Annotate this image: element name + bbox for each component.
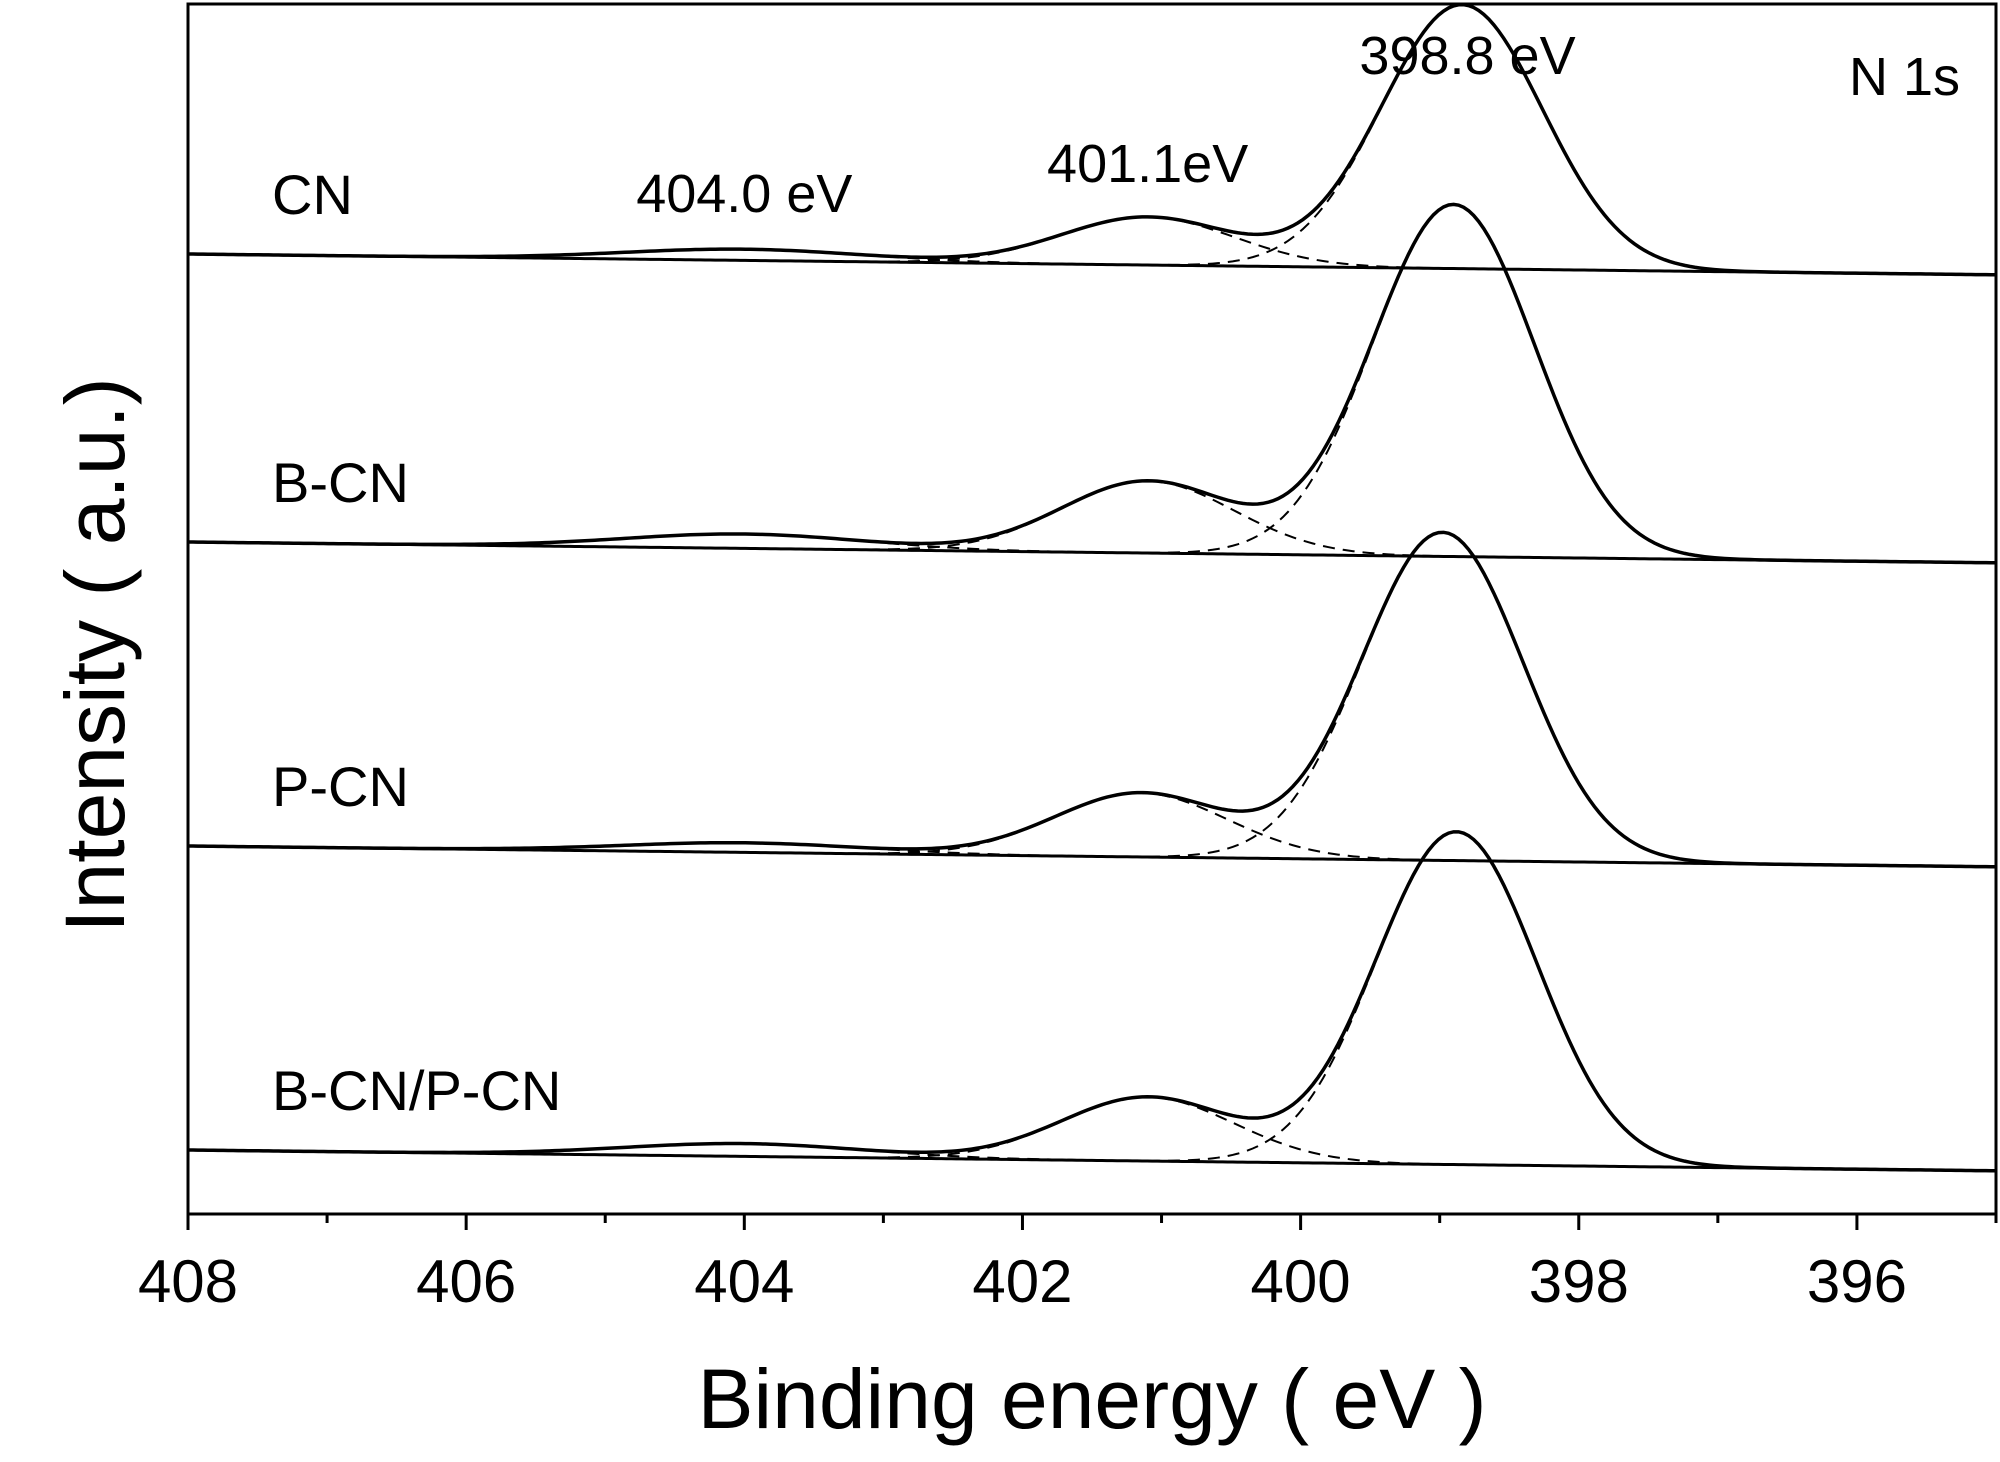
series-label: B-CN/P-CN [272,1059,561,1122]
plot-frame [186,2,1998,1216]
fit-component-line [187,531,1997,868]
x-tick-label: 396 [1807,1248,1907,1315]
annotation-layer: 404.0 eV 401.1eV 398.8 eV [636,26,1575,224]
x-tick-label: 408 [138,1248,238,1315]
x-tick-label: 398 [1529,1248,1629,1315]
y-axis-title: Intensity ( a.u.) [48,377,142,933]
peak-label: 401.1eV [1047,134,1248,194]
series-b-cn: B-CN [187,202,1997,565]
x-tick-label: 402 [972,1248,1072,1315]
x-tick-label: 400 [1251,1248,1351,1315]
x-axis-title: Binding energy ( eV ) [697,1352,1486,1446]
x-axis-ticks: 408 406 404 402 400 398 396 [138,1214,1998,1315]
x-tick-label: 404 [694,1248,794,1315]
spectrum-envelope-line [187,830,1997,1173]
series-label: CN [272,163,353,226]
corner-label: N 1s [1849,47,1960,107]
spectra-layer: CN B-CN P-CN B-CN/P-CN [187,2,1997,1173]
series-p-cn: P-CN [187,530,1997,869]
series-b-cn-p-cn: B-CN/P-CN [187,830,1997,1173]
peak-label: 404.0 eV [636,164,852,224]
x-tick-label: 406 [416,1248,516,1315]
series-label: B-CN [272,451,409,514]
series-cn: CN [187,2,1997,277]
spectrum-envelope-line [187,202,1997,565]
spectrum-envelope-line [187,2,1997,277]
spectrum-envelope-line [187,530,1997,869]
peak-label: 398.8 eV [1359,26,1575,86]
series-label: P-CN [272,755,409,818]
